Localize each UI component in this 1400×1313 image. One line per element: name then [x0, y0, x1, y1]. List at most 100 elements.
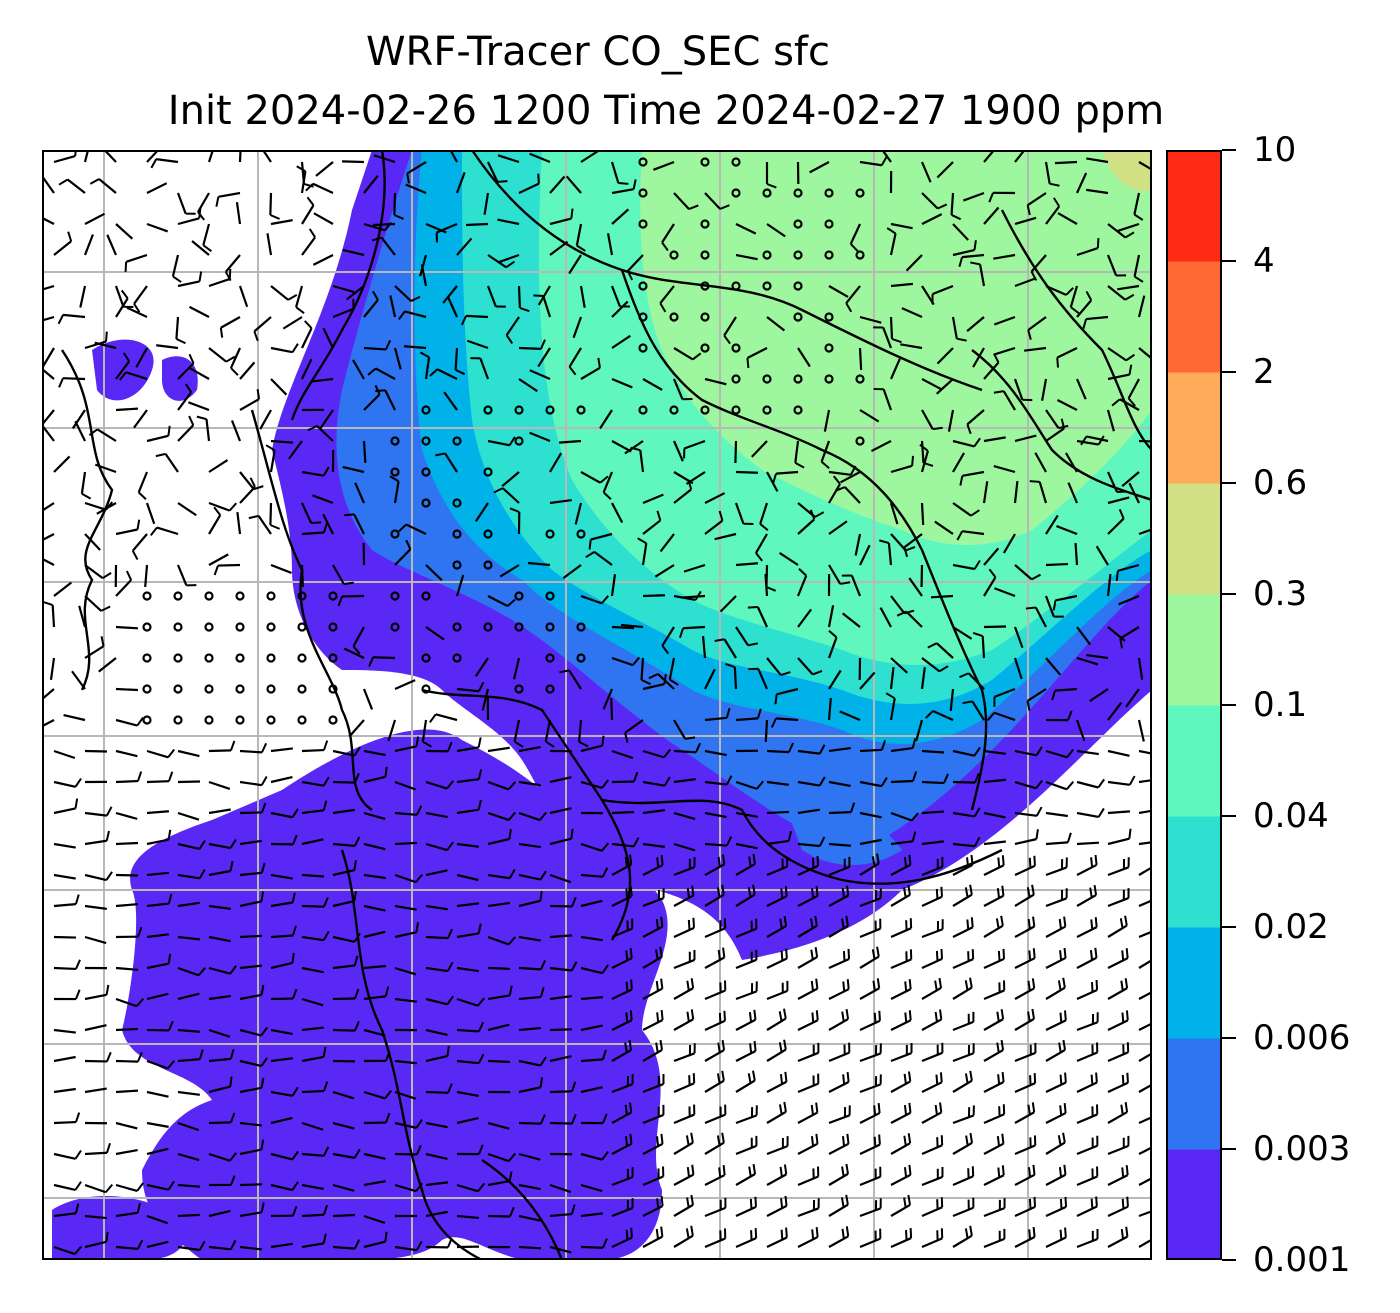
wind-barb	[1076, 626, 1092, 646]
colorbar-tick-label: 10	[1253, 130, 1297, 170]
wind-barb	[1057, 212, 1078, 225]
wind-barb	[270, 1028, 293, 1036]
wind-barb	[425, 869, 448, 877]
calm-wind-marker	[452, 560, 462, 570]
wind-barb	[270, 747, 293, 753]
wind-barb	[1107, 223, 1135, 239]
wind-barb	[1045, 562, 1069, 567]
wind-barb	[890, 1102, 912, 1124]
wind-barb	[920, 502, 925, 526]
wind-barb	[611, 625, 635, 630]
wind-barb	[208, 553, 229, 566]
wind-barb	[610, 574, 617, 597]
colorbar-segment	[1166, 594, 1222, 706]
wind-barb	[858, 347, 863, 371]
wind-barb	[952, 452, 965, 473]
wind-barb	[673, 917, 695, 938]
wind-barb	[425, 1121, 448, 1129]
wind-barb	[723, 316, 737, 345]
wind-barb	[261, 150, 272, 163]
wind-barb	[394, 997, 417, 1003]
calm-wind-marker	[576, 405, 586, 415]
wind-barb	[270, 1242, 293, 1249]
calm-wind-marker	[700, 312, 710, 322]
wind-barb	[332, 1148, 361, 1159]
wind-barb	[734, 440, 738, 464]
wind-barbs	[42, 150, 1152, 1256]
wind-barb	[187, 401, 210, 412]
wind-barb	[859, 946, 880, 969]
wind-barb	[487, 436, 516, 447]
calm-wind-marker	[204, 715, 214, 725]
wind-barb	[146, 992, 169, 1001]
wind-barb	[177, 992, 200, 1001]
calm-wind-marker	[328, 715, 338, 725]
wind-barb	[766, 1136, 789, 1156]
wind-barb	[890, 455, 915, 474]
wind-barb	[394, 736, 420, 753]
calm-wind-marker	[514, 591, 524, 601]
wind-barb	[889, 358, 901, 380]
wind-barb	[394, 1090, 417, 1100]
wind-barb	[53, 894, 80, 908]
wind-barb	[766, 830, 793, 846]
wind-barb	[1045, 1164, 1067, 1186]
wind-barb	[1137, 295, 1146, 318]
wind-barb	[580, 1238, 608, 1249]
wind-barb	[177, 1240, 206, 1252]
wind-barb	[797, 808, 820, 815]
wind-barb	[993, 346, 1016, 356]
wind-barb	[966, 409, 985, 435]
wind-barb	[797, 915, 818, 938]
wind-barb	[115, 966, 139, 971]
wind-barb	[208, 1175, 236, 1187]
wind-barb	[1133, 254, 1144, 283]
wind-barb	[859, 978, 881, 1000]
wind-barb	[1107, 915, 1128, 938]
wind-barb	[389, 295, 397, 318]
wind-barb	[301, 522, 328, 536]
wind-barb	[518, 378, 538, 393]
wind-barb	[239, 361, 256, 380]
wind-barb	[828, 746, 851, 753]
wind-barb	[983, 778, 1006, 784]
wind-barb	[239, 839, 262, 846]
wind-barb	[42, 719, 55, 728]
wind-barb	[903, 533, 923, 558]
wind-barb	[580, 935, 603, 942]
wind-barb	[828, 669, 842, 690]
wind-barb	[972, 347, 985, 368]
wind-barb	[295, 285, 305, 314]
calm-wind-marker	[824, 343, 834, 353]
wind-barb	[196, 415, 211, 442]
wind-barb	[549, 828, 574, 846]
wind-barb	[348, 719, 365, 738]
wind-barb	[177, 901, 200, 908]
wind-barb	[425, 1237, 453, 1249]
colorbar-tick-label: 2	[1253, 352, 1275, 392]
wind-barb	[921, 1228, 944, 1249]
colorbar-segment	[1166, 927, 1222, 1039]
wind-barb	[983, 980, 1006, 1001]
wind-barb	[828, 842, 852, 847]
colorbar-tick	[1222, 371, 1236, 373]
wind-barb	[1045, 1010, 1067, 1031]
wind-barb	[1069, 285, 1080, 315]
wind-barb	[952, 1043, 975, 1063]
wind-barb	[735, 981, 758, 1001]
wind-barb	[1138, 1116, 1152, 1125]
wind-barb	[735, 562, 759, 567]
calm-wind-marker	[669, 312, 679, 322]
wind-barb	[208, 1076, 233, 1094]
wind-barb	[71, 670, 86, 690]
calm-wind-marker	[514, 684, 524, 694]
wind-barb	[53, 873, 76, 880]
wind-barb	[890, 811, 920, 822]
wind-barb	[982, 481, 989, 504]
wind-barb	[879, 539, 893, 566]
wind-barb	[624, 440, 644, 455]
wind-barb	[311, 377, 334, 383]
wind-barb	[53, 798, 79, 815]
map-plot	[42, 150, 1152, 1260]
wind-barb	[517, 285, 530, 313]
